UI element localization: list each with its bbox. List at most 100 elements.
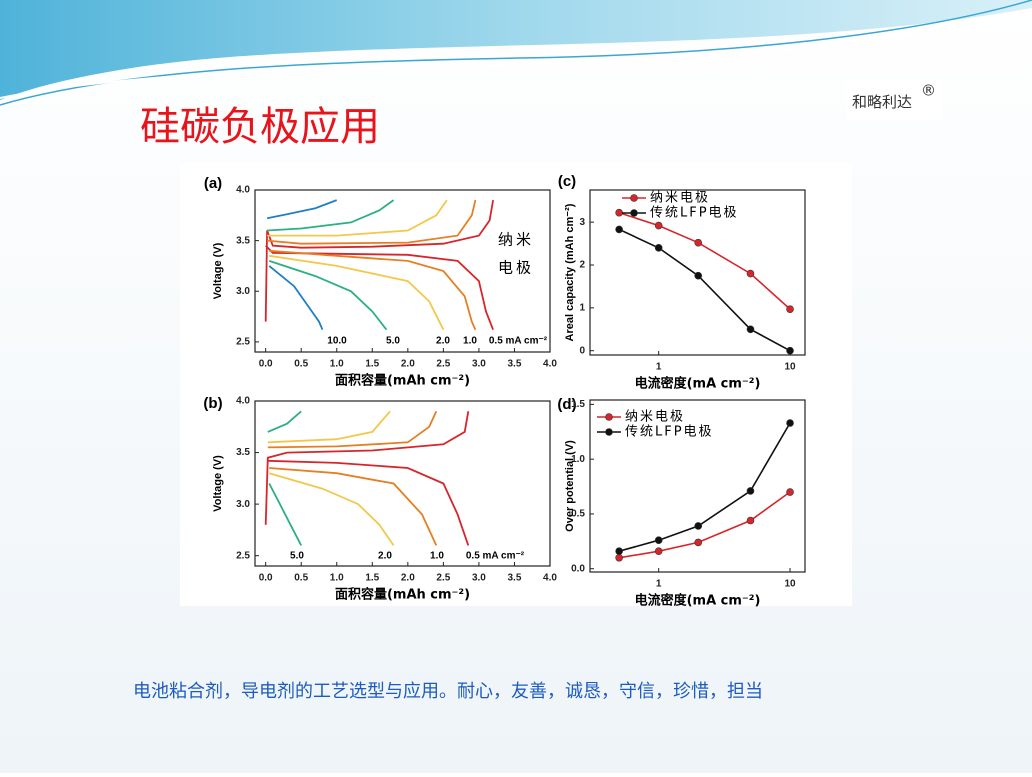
annotation: 2.0 bbox=[436, 336, 450, 347]
y-tick-label: 3.0 bbox=[236, 286, 250, 297]
data-point bbox=[746, 487, 755, 495]
y-tick-label: 3 bbox=[579, 217, 585, 228]
plot-frame bbox=[589, 399, 806, 573]
legend-label: 纳米电极 bbox=[650, 191, 710, 206]
annotation: 10.0 bbox=[327, 336, 347, 347]
wave-line bbox=[0, 9, 1032, 99]
data-point bbox=[694, 522, 703, 530]
y-axis-label: Voltage (V) bbox=[212, 455, 224, 512]
y-tick-label: 0.0 bbox=[571, 563, 585, 574]
annotation: 1.0 bbox=[463, 336, 477, 347]
series-line bbox=[267, 199, 477, 245]
y-axis-label: Over potential (V) bbox=[564, 440, 576, 532]
x-axis-label: 面积容量(mAh cm⁻²) bbox=[335, 587, 470, 603]
series-line bbox=[268, 265, 324, 331]
top-wave bbox=[0, 0, 1032, 100]
data-point bbox=[654, 536, 663, 545]
series-line bbox=[267, 459, 470, 546]
panel-label: (d) bbox=[557, 396, 576, 413]
annotation: 0.5 mA cm⁻² bbox=[466, 551, 525, 562]
y-tick-label: 4.0 bbox=[236, 396, 250, 407]
x-tick-label: 1.0 bbox=[330, 573, 344, 584]
annotation: 5.0 bbox=[386, 336, 400, 347]
y-tick-label: 2.5 bbox=[236, 337, 250, 348]
series-line bbox=[267, 410, 302, 433]
series-line bbox=[264, 411, 470, 525]
data-point bbox=[654, 547, 663, 555]
legend-marker bbox=[630, 194, 638, 202]
y-tick-label: 2.5 bbox=[236, 550, 250, 561]
y-tick-label: 3.5 bbox=[236, 235, 250, 246]
series-line bbox=[268, 483, 302, 546]
y-axis-label: Voltage (V) bbox=[212, 242, 224, 299]
series-line bbox=[267, 410, 438, 449]
data-point bbox=[786, 305, 794, 313]
x-axis-label: 电流密度(mA cm⁻²) bbox=[635, 593, 761, 609]
y-tick-label: 0.5 bbox=[571, 509, 585, 520]
panel-label: (c) bbox=[558, 173, 576, 190]
x-tick-label: 2.5 bbox=[436, 359, 450, 370]
series-line bbox=[265, 245, 494, 331]
data-point bbox=[615, 225, 623, 234]
data-point bbox=[746, 269, 755, 278]
x-axis-label: 面积容量(mAh cm⁻²) bbox=[335, 373, 470, 389]
data-point bbox=[786, 488, 794, 496]
x-tick-label: 0.5 bbox=[294, 573, 308, 584]
x-tick-label: 1.5 bbox=[365, 573, 379, 584]
x-tick-label: 2.0 bbox=[401, 359, 415, 370]
series-line bbox=[268, 260, 388, 331]
data-point bbox=[746, 325, 755, 334]
y-tick-label: 4.0 bbox=[236, 185, 250, 196]
annotation: 2.0 bbox=[378, 551, 392, 562]
x-tick-label: 3.0 bbox=[472, 573, 486, 584]
y-tick-label: 0 bbox=[579, 345, 585, 356]
data-point bbox=[786, 346, 794, 355]
x-tick-label: 0.0 bbox=[259, 359, 273, 370]
plot-frame bbox=[589, 189, 806, 356]
x-tick-label: 10 bbox=[784, 362, 796, 373]
plot-frame bbox=[254, 400, 551, 567]
logo-mark: ® bbox=[921, 82, 936, 100]
data-point bbox=[654, 221, 663, 230]
data-point bbox=[786, 419, 794, 427]
data-point bbox=[615, 208, 623, 217]
x-tick-label: 1.0 bbox=[330, 359, 344, 370]
series-line bbox=[269, 249, 477, 331]
series-line bbox=[267, 199, 448, 237]
y-tick-label: 3.5 bbox=[236, 447, 250, 458]
x-tick-label: 3.0 bbox=[472, 359, 486, 370]
x-tick-label: 0.0 bbox=[259, 573, 273, 584]
data-point bbox=[615, 553, 623, 562]
series-line bbox=[267, 199, 395, 232]
data-point bbox=[694, 238, 703, 247]
x-tick-label: 4.0 bbox=[543, 573, 557, 584]
x-tick-label: 3.5 bbox=[508, 359, 522, 370]
plot-frame bbox=[254, 189, 551, 353]
x-tick-label: 2.0 bbox=[401, 573, 415, 584]
legend-label: 传统LFP电极 bbox=[650, 206, 739, 221]
y-tick-label: 2 bbox=[579, 260, 585, 271]
series-line bbox=[266, 199, 338, 220]
slide-title: 硅碳负极应用 bbox=[140, 104, 380, 150]
annotation: 电极 bbox=[498, 259, 534, 277]
y-tick-label: 1.0 bbox=[571, 454, 585, 465]
x-tick-label: 4.0 bbox=[543, 359, 557, 370]
series-line bbox=[269, 467, 438, 546]
data-point bbox=[694, 271, 703, 280]
panel-label: (b) bbox=[203, 395, 222, 412]
footer-text: 电池粘合剂，导电剂的工艺选型与应用。耐心，友善，诚恳，守信，珍惜，担当 bbox=[133, 681, 763, 702]
data-point bbox=[654, 244, 663, 252]
y-axis-label: Areal capacity (mAh cm⁻²) bbox=[564, 203, 576, 341]
legend-marker bbox=[605, 413, 613, 421]
annotation: 0.5 mA cm⁻² bbox=[489, 336, 548, 347]
data-point bbox=[694, 538, 703, 547]
x-tick-label: 1.5 bbox=[365, 359, 379, 370]
annotation: 纳米 bbox=[498, 231, 534, 249]
data-point bbox=[746, 516, 755, 525]
x-axis-label: 电流密度(mA cm⁻²) bbox=[635, 376, 761, 392]
legend-label: 纳米电极 bbox=[625, 410, 685, 425]
legend-marker bbox=[605, 428, 613, 436]
x-tick-label: 10 bbox=[784, 579, 796, 590]
